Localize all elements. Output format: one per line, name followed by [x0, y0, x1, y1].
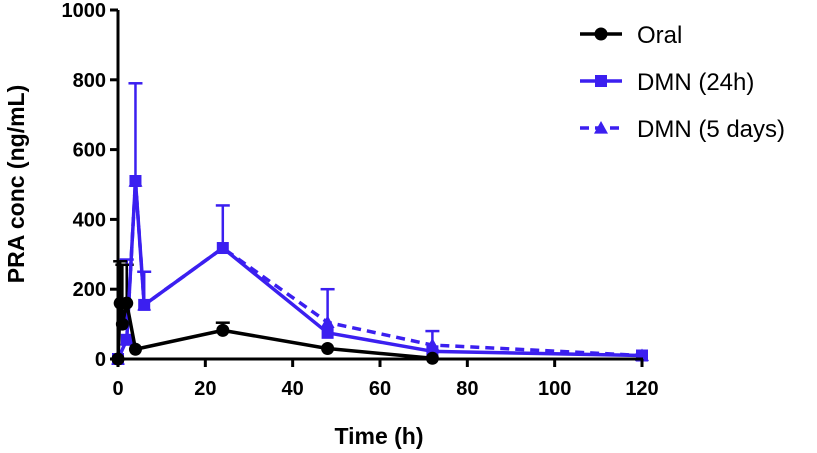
- dmn-5-days-line: [116, 179, 643, 360]
- legend-swatch-marker: [594, 27, 608, 41]
- oral-point: [128, 342, 142, 356]
- axes-layer: 0 200 400 600 800 1000 0 20 40 60 80 100 120: [62, 0, 659, 400]
- dmn-5-days-point: [320, 315, 335, 328]
- legend-swatch-marker: [594, 121, 608, 134]
- oral-point: [120, 296, 134, 310]
- dmn-24h-point: [321, 326, 334, 339]
- y-tick-label: 600: [73, 140, 106, 162]
- y-tick-label: 0: [95, 349, 106, 371]
- oral-point: [216, 323, 230, 337]
- x-tick-label: 40: [282, 378, 304, 400]
- y-tick-label: 200: [73, 279, 106, 301]
- series-layer: [111, 174, 649, 366]
- x-tick-label: 100: [538, 378, 571, 400]
- legend-label: DMN (24h): [637, 69, 754, 96]
- dmn-24h-point: [120, 333, 133, 346]
- y-tick-label: 1000: [62, 0, 107, 22]
- y-axis-title: PRA conc (ng/mL): [3, 85, 29, 283]
- legend: Oral DMN (24h) DMN (5 days): [580, 22, 785, 143]
- dmn-24h-point: [138, 298, 151, 311]
- legend-label: Oral: [637, 22, 682, 49]
- oral-point: [321, 342, 335, 356]
- legend-label: DMN (5 days): [637, 116, 785, 143]
- x-tick-label: 80: [456, 378, 478, 400]
- x-tick-label: 120: [625, 378, 658, 400]
- legend-item-oral: Oral: [580, 22, 682, 49]
- x-axis-title: Time (h): [334, 423, 423, 449]
- x-tick-label: 60: [369, 378, 391, 400]
- x-tick-label: 20: [194, 378, 216, 400]
- dmn-24h-point: [216, 242, 229, 255]
- legend-swatch-marker: [595, 75, 607, 87]
- y-tick-label: 400: [73, 209, 106, 231]
- oral-line: [116, 301, 433, 361]
- legend-item-dmn-24h: DMN (24h): [580, 69, 754, 96]
- y-tick-label: 800: [73, 70, 106, 92]
- error-bars-layer: [113, 82, 440, 346]
- dmn-24h-line: [116, 179, 643, 360]
- dmn-24h-point: [129, 175, 142, 188]
- x-tick-label: 0: [112, 378, 123, 400]
- legend-item-dmn-5-days: DMN (5 days): [580, 116, 785, 143]
